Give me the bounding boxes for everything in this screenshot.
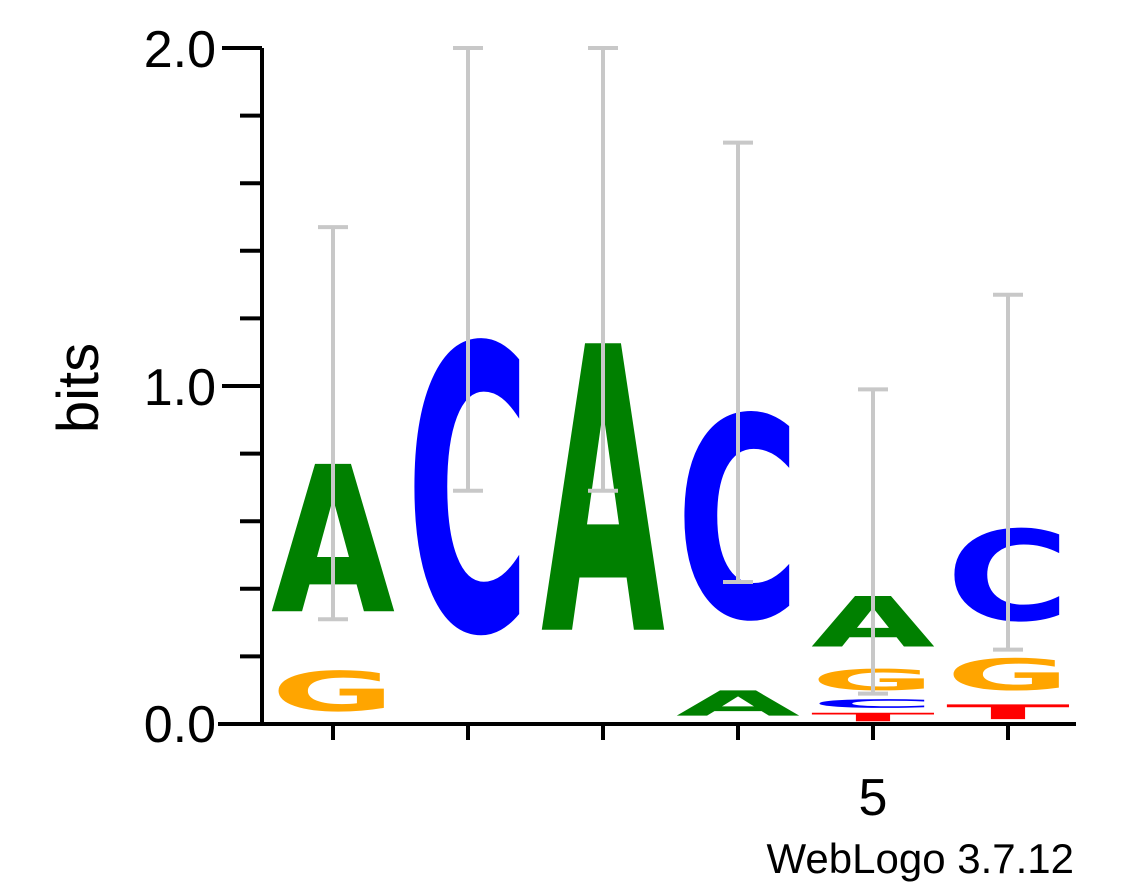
x-tick-labels: 5 bbox=[859, 769, 888, 827]
logo-letter-g: G bbox=[946, 650, 1070, 700]
x-tick-label: 5 bbox=[859, 769, 888, 827]
logo-letter-t: T bbox=[946, 701, 1070, 724]
logo-letter-a: A bbox=[676, 684, 800, 724]
y-tick-label-1: 1.0 bbox=[144, 359, 216, 417]
y-tick-label-2: 2.0 bbox=[144, 21, 216, 79]
logo-letter-g: G bbox=[271, 660, 395, 724]
logo-letter-t: T bbox=[811, 711, 935, 724]
error-bars bbox=[318, 46, 1023, 696]
weblogo-credit: WebLogo 3.7.12 bbox=[767, 835, 1074, 882]
axes bbox=[218, 46, 1076, 740]
y-axis-label: bits bbox=[46, 343, 111, 433]
logo-letter-c: C bbox=[811, 697, 935, 710]
y-tick-label-0: 0.0 bbox=[144, 696, 216, 754]
